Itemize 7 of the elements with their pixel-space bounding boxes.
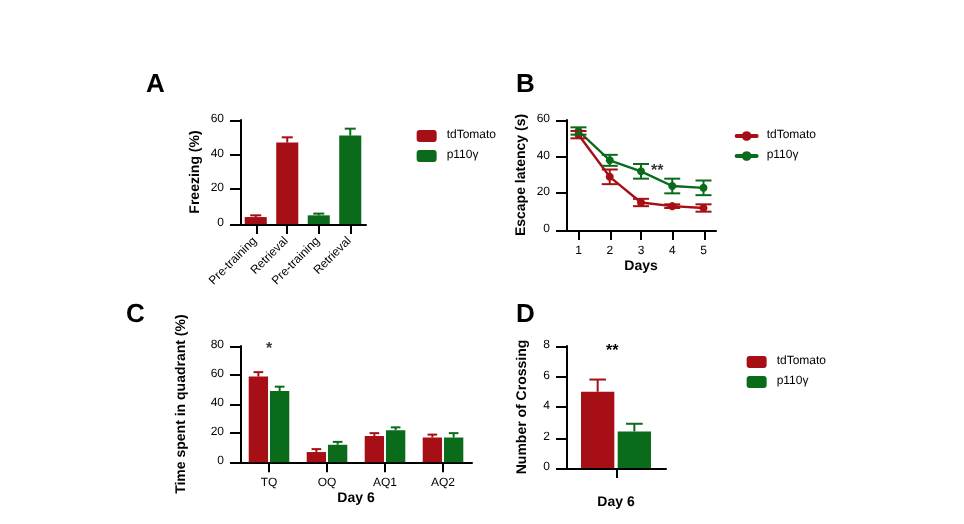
chart-title: B: [516, 68, 535, 98]
chart-title: D: [516, 298, 535, 328]
annotation: *: [265, 339, 274, 358]
annotation: **: [651, 160, 666, 179]
chart-title: C: [126, 298, 146, 328]
annotation: **: [606, 341, 621, 359]
chart-title: A: [146, 68, 166, 98]
